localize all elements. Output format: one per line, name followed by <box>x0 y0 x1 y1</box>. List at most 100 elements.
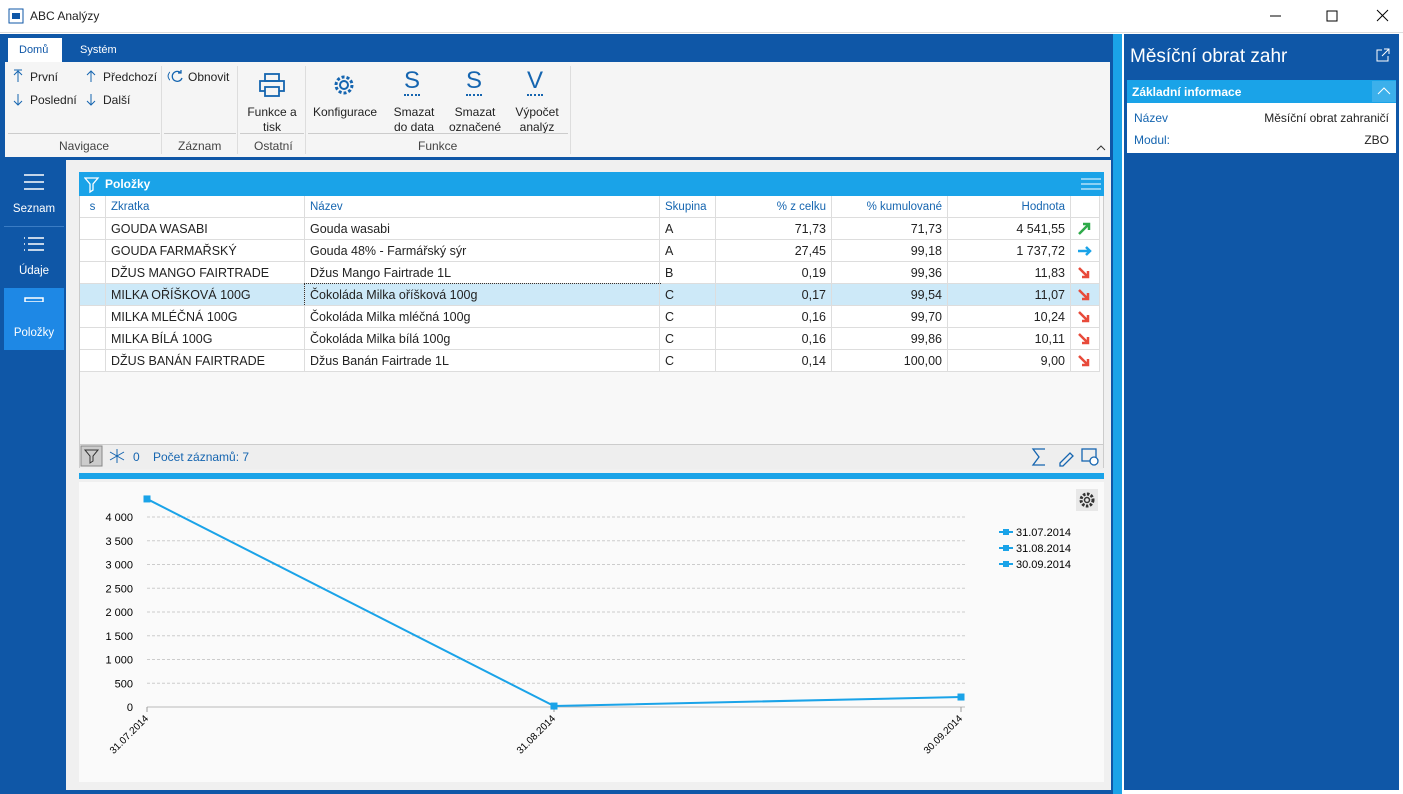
row-cell[interactable] <box>80 284 106 306</box>
sidebar-item[interactable] <box>4 162 64 225</box>
cell[interactable]: 99,70 <box>832 306 948 328</box>
footer-icons[interactable] <box>80 445 150 467</box>
cell[interactable]: 0,17 <box>716 284 832 306</box>
window-controls[interactable] <box>1260 6 1395 26</box>
cell[interactable]: Džus Banán Fairtrade 1L <box>305 350 660 372</box>
tab[interactable]: Domů <box>19 44 49 56</box>
app-icon <box>8 8 24 24</box>
cell[interactable]: 10,11 <box>948 328 1071 350</box>
button[interactable]: Výpočet analýz <box>515 105 559 134</box>
splitter[interactable] <box>79 473 1104 479</box>
point <box>143 495 151 503</box>
cell[interactable]: 11,83 <box>948 262 1071 284</box>
icon-letter: S <box>466 67 483 96</box>
button[interactable]: Funkce a tisk <box>247 105 297 134</box>
cell[interactable]: 4 541,55 <box>948 218 1071 240</box>
cell[interactable]: Gouda 48% - Farmářský sýr <box>305 240 660 262</box>
column-header[interactable]: s <box>80 196 106 218</box>
cell[interactable]: 10,24 <box>948 306 1071 328</box>
button[interactable]: Předchozí <box>103 70 158 84</box>
collapse-icon[interactable] <box>1095 143 1107 153</box>
y-tick-label: 3 500 <box>105 536 133 548</box>
cell[interactable]: 99,54 <box>832 284 948 306</box>
tab[interactable]: Systém <box>80 44 117 56</box>
sidebar-label[interactable]: Údaje <box>18 265 50 277</box>
cell[interactable]: 100,00 <box>832 350 948 372</box>
cell[interactable]: Čokoláda Milka bílá 100g <box>305 328 660 350</box>
section-header[interactable] <box>1127 80 1396 103</box>
cell[interactable]: MILKA BÍLÁ 100G <box>106 328 305 350</box>
cell[interactable]: DŽUS BANÁN FAIRTRADE <box>106 350 305 372</box>
chart-settings[interactable] <box>1076 489 1098 511</box>
cell[interactable]: A <box>660 218 716 240</box>
row-cell[interactable] <box>80 262 106 284</box>
column-header[interactable]: % z celku <box>716 196 832 218</box>
cell[interactable]: C <box>660 350 716 372</box>
point <box>957 693 965 701</box>
row-cell[interactable] <box>80 328 106 350</box>
cell[interactable]: Gouda wasabi <box>305 218 660 240</box>
cell[interactable]: 0,16 <box>716 328 832 350</box>
filter-icon[interactable] <box>84 176 102 194</box>
button[interactable]: Další <box>103 93 131 107</box>
cell[interactable]: GOUDA WASABI <box>106 218 305 240</box>
cell[interactable]: MILKA OŘÍŠKOVÁ 100G <box>106 284 305 306</box>
sidebar-item[interactable] <box>4 226 64 288</box>
vertical-splitter[interactable] <box>1113 34 1122 794</box>
column-header[interactable]: Skupina <box>660 196 716 218</box>
row-cell[interactable] <box>80 306 106 328</box>
cell[interactable]: 0,19 <box>716 262 832 284</box>
button[interactable]: Obnovit <box>188 70 230 84</box>
button[interactable]: První <box>30 70 59 84</box>
cell[interactable]: 71,73 <box>832 218 948 240</box>
legend-label: 31.08.2014 <box>1016 543 1071 555</box>
column-header[interactable]: Název <box>305 196 660 218</box>
cell[interactable]: MILKA MLÉČNÁ 100G <box>106 306 305 328</box>
cell[interactable]: B <box>660 262 716 284</box>
button[interactable]: Konfigurace <box>312 105 378 119</box>
row-cell[interactable] <box>80 350 106 372</box>
cell[interactable]: C <box>660 284 716 306</box>
y-tick-label: 1 000 <box>105 655 133 667</box>
cell[interactable]: 99,36 <box>832 262 948 284</box>
cell[interactable]: 99,86 <box>832 328 948 350</box>
section-collapse[interactable] <box>1372 81 1396 102</box>
cell[interactable]: 71,73 <box>716 218 832 240</box>
sidebar-label[interactable]: Seznam <box>12 203 56 215</box>
cell[interactable]: A <box>660 240 716 262</box>
popout-icon[interactable] <box>1376 48 1390 62</box>
cell[interactable]: Čokoláda Milka oříšková 100g <box>304 283 661 307</box>
cell[interactable]: Čokoláda Milka mléčná 100g <box>305 306 660 328</box>
sidebar-label[interactable]: Položky <box>13 327 55 339</box>
row-cell[interactable] <box>80 218 106 240</box>
row-cell[interactable] <box>80 240 106 262</box>
button[interactable]: Smazat do data <box>393 105 435 134</box>
window-title: ABC Analýzy <box>30 9 100 23</box>
panel-title: Položky <box>105 177 151 191</box>
cell[interactable]: 0,16 <box>716 306 832 328</box>
cell[interactable]: C <box>660 306 716 328</box>
print-icon <box>259 73 285 97</box>
cell[interactable]: 1 737,72 <box>948 240 1071 262</box>
cell[interactable]: 99,18 <box>832 240 948 262</box>
title-bar <box>0 0 1403 33</box>
cell[interactable]: 11,07 <box>948 284 1071 306</box>
chart: 0 500 1 000 1 500 2 000 2 500 3 000 3 500 4 000 3… <box>79 482 1104 782</box>
button[interactable]: Smazat označené <box>448 105 502 134</box>
cell[interactable]: GOUDA FARMAŘSKÝ <box>106 240 305 262</box>
legend-marker <box>1003 529 1009 535</box>
column-header[interactable]: % kumulované <box>832 196 948 218</box>
cell[interactable]: DŽUS MANGO FAIRTRADE <box>106 262 305 284</box>
cell[interactable]: Džus Mango Fairtrade 1L <box>305 262 660 284</box>
cell[interactable]: C <box>660 328 716 350</box>
menu-icon[interactable] <box>1081 177 1101 191</box>
cell[interactable]: 0,14 <box>716 350 832 372</box>
cell[interactable]: 9,00 <box>948 350 1071 372</box>
separator <box>164 133 236 134</box>
footer-tools[interactable] <box>1028 446 1103 468</box>
tab-active[interactable] <box>8 38 62 62</box>
cell[interactable]: 27,45 <box>716 240 832 262</box>
column-header[interactable]: Hodnota <box>948 196 1071 218</box>
button[interactable]: Poslední <box>30 93 77 107</box>
column-header[interactable]: Zkratka <box>106 196 305 218</box>
